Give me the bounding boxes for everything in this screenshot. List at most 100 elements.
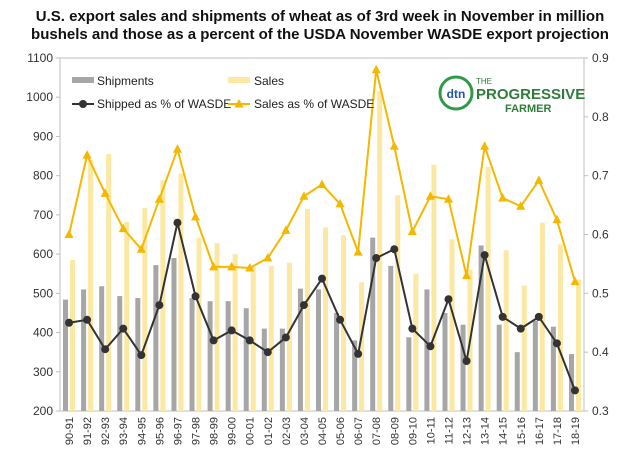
bar-sales	[485, 167, 491, 411]
legend-label-sales: Sales	[254, 74, 284, 88]
x-tick-label: 91-92	[82, 417, 94, 445]
x-tick-label: 01-02	[263, 417, 275, 445]
bar-shipments	[81, 289, 87, 411]
point-sales-pct	[389, 141, 399, 150]
right-axis-tick-label: 0.9	[592, 51, 609, 65]
legend-label-shipped-pct: Shipped as % of WASDE	[97, 97, 231, 111]
legend-swatch-shipments	[72, 77, 94, 83]
left-axis-tick-label: 400	[33, 326, 53, 340]
bar-sales	[503, 250, 509, 411]
legend-swatch-sales	[228, 77, 250, 83]
point-sales-pct	[335, 198, 345, 208]
logo-progressive-text: PROGRESSIVE	[476, 86, 585, 103]
bar-sales	[341, 235, 347, 411]
left-axis-tick-label: 700	[33, 208, 53, 222]
x-tick-label: 13-14	[480, 417, 492, 445]
point-shipped-pct	[390, 245, 399, 254]
point-sales-pct	[281, 225, 291, 234]
point-shipped-pct	[137, 351, 146, 360]
bar-shipments	[117, 296, 123, 411]
right-axis-tick-label: 0.3	[592, 404, 609, 418]
legend-marker-sales-pct	[234, 99, 244, 108]
bar-sales	[557, 244, 563, 411]
x-tick-label: 02-03	[281, 417, 293, 445]
x-tick-label: 07-08	[371, 417, 383, 445]
x-tick-label: 12-13	[462, 417, 474, 445]
legend-label-shipments: Shipments	[97, 74, 154, 88]
left-axis-tick-label: 500	[33, 286, 53, 300]
bar-sales	[88, 159, 94, 411]
chart-title-line-2: bushels and those as a percent of the US…	[31, 26, 609, 43]
point-sales-pct	[534, 175, 544, 184]
bar-sales	[214, 243, 220, 411]
bar-shipments	[261, 328, 267, 411]
point-sales-pct	[82, 150, 92, 159]
point-sales-pct	[516, 201, 526, 210]
x-tick-label: 92-93	[100, 417, 112, 445]
point-sales-pct	[172, 144, 182, 153]
bar-shipments	[225, 301, 231, 411]
bar-shipments	[63, 299, 69, 411]
bar-sales	[431, 164, 437, 411]
point-shipped-pct	[480, 251, 489, 260]
x-tick-label: 05-06	[335, 417, 347, 445]
point-sales-pct	[443, 194, 453, 203]
x-tick-label: 99-00	[227, 417, 239, 445]
point-sales-pct	[425, 191, 435, 200]
bar-shipments	[406, 337, 412, 411]
bar-sales	[359, 282, 365, 411]
bar-sales	[413, 273, 419, 411]
x-tick-label: 96-97	[172, 417, 184, 445]
logo-small-text: THE	[476, 77, 492, 86]
bar-sales	[178, 173, 184, 411]
bar-shipments	[243, 308, 249, 411]
bar-sales	[377, 91, 383, 411]
bar-shipments	[171, 258, 177, 411]
point-sales-pct	[570, 276, 580, 286]
point-sales-pct	[209, 261, 219, 271]
point-shipped-pct	[173, 218, 182, 227]
dtn-logo-text: dtn	[447, 87, 466, 101]
point-sales-pct	[191, 211, 201, 221]
point-sales-pct	[480, 141, 490, 150]
point-shipped-pct	[498, 312, 507, 321]
point-shipped-pct	[426, 342, 435, 351]
point-sales-pct	[245, 263, 255, 272]
logo-farmer-text: FARMER	[505, 103, 552, 115]
point-shipped-pct	[101, 345, 110, 354]
bar-sales	[304, 209, 310, 411]
legend-label-sales-pct: Sales as % of WASDE	[254, 97, 374, 111]
bar-shipments	[207, 301, 213, 411]
bar-sales	[142, 207, 148, 411]
point-shipped-pct	[444, 295, 453, 304]
bar-sales	[449, 239, 455, 411]
bar-shipments	[442, 312, 448, 411]
point-shipped-pct	[65, 318, 74, 327]
point-shipped-pct	[534, 312, 543, 321]
point-sales-pct	[371, 64, 381, 74]
left-axis-tick-label: 300	[33, 365, 53, 379]
bar-sales	[575, 279, 581, 411]
point-sales-pct	[136, 244, 146, 253]
bar-shipments	[189, 298, 195, 411]
bar-sales	[323, 227, 328, 411]
point-shipped-pct	[209, 336, 218, 345]
left-axis-tick-label: 200	[33, 404, 53, 418]
bar-shipments	[153, 265, 159, 411]
bar-shipments	[424, 289, 430, 411]
left-axis-tick-label: 1000	[26, 90, 53, 104]
bar-shipments	[388, 265, 394, 411]
point-shipped-pct	[281, 333, 290, 342]
point-shipped-pct	[408, 324, 417, 333]
right-axis-tick-label: 0.5	[592, 286, 609, 300]
x-tick-label: 18-19	[570, 417, 582, 445]
x-tick-label: 14-15	[498, 417, 510, 445]
x-tick-label: 16-17	[534, 417, 546, 445]
dtn-logo-ring	[438, 75, 474, 111]
bar-shipments	[478, 245, 484, 411]
x-tick-label: 17-18	[552, 417, 564, 445]
point-shipped-pct	[462, 356, 471, 365]
bar-shipments	[370, 237, 376, 411]
point-sales-pct	[407, 226, 417, 236]
